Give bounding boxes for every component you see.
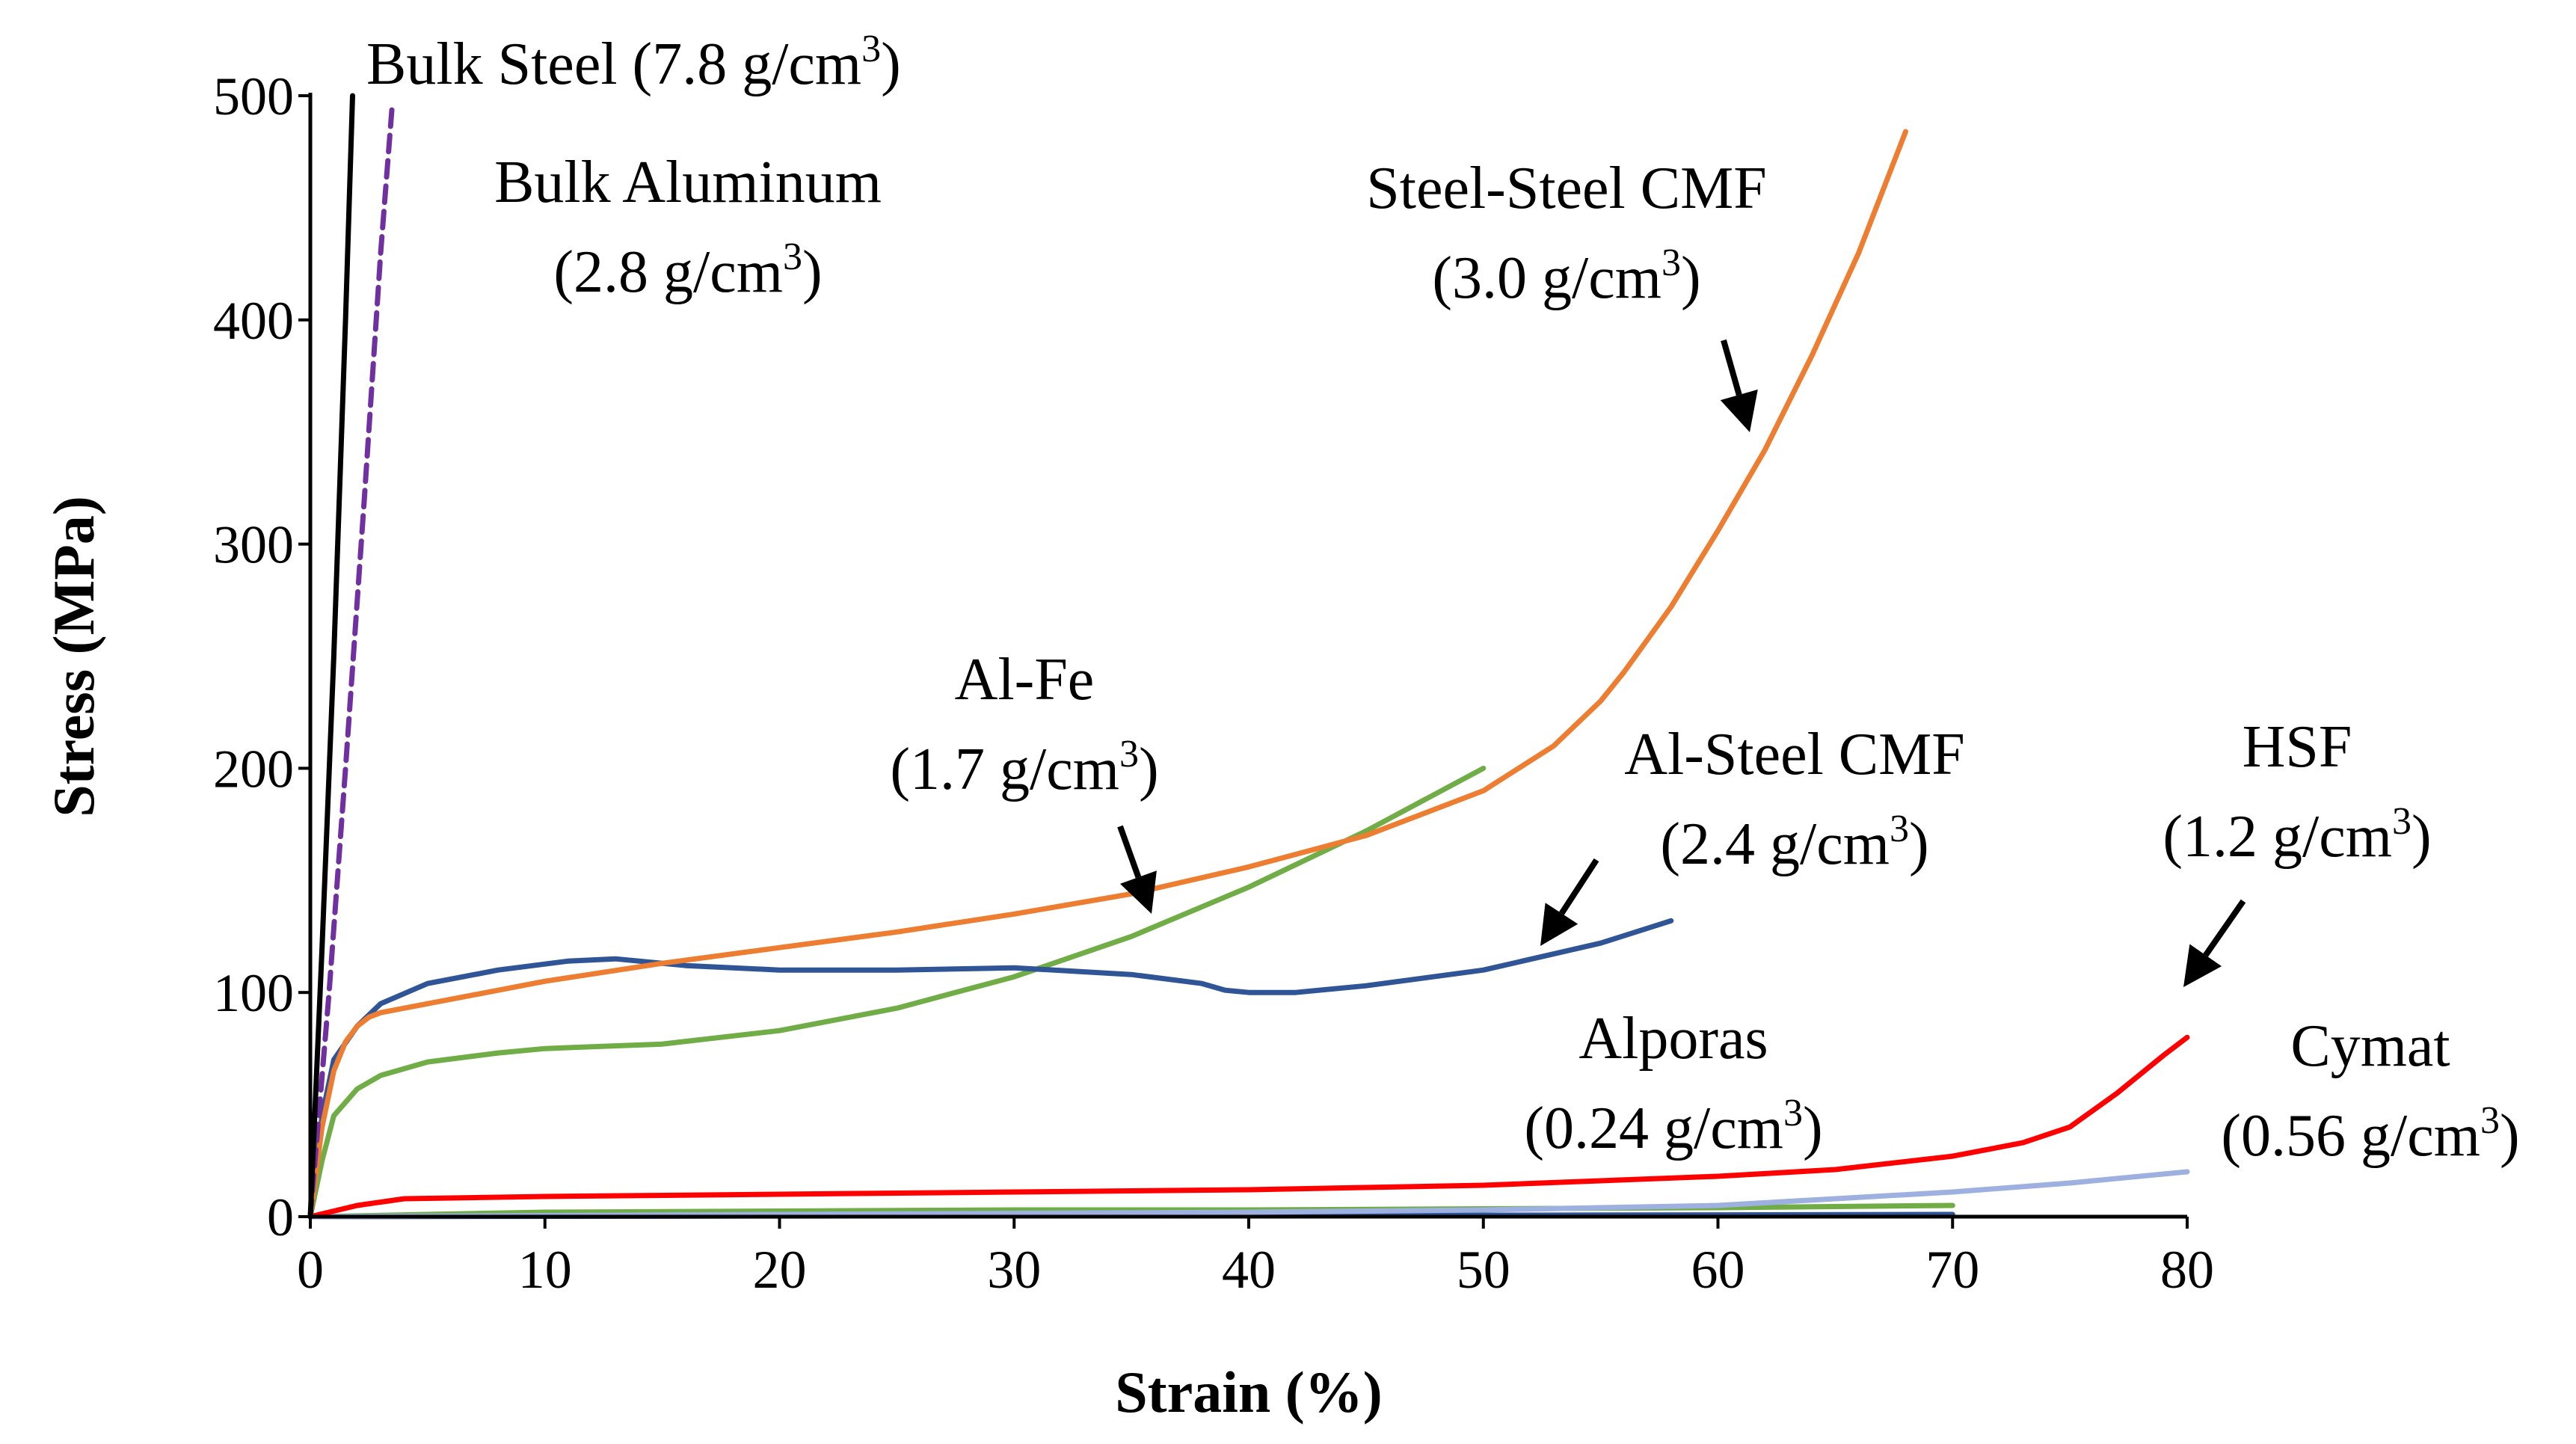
x-tick-label: 70 — [1925, 1240, 1979, 1300]
superscript: 3 — [1783, 1092, 1803, 1134]
series-line-bulk-steel — [307, 93, 355, 1220]
superscript: 3 — [2480, 1099, 2500, 1142]
series-line-al-fe — [307, 765, 1487, 1220]
annotation-alporas-density: (0.24 g/cm3) — [1524, 1092, 1822, 1161]
superscript: 3 — [2392, 800, 2411, 843]
annotation-alporas-name: Alporas — [1579, 1006, 1768, 1072]
superscript: 3 — [1119, 733, 1139, 775]
annotation-al-steel-density: (2.4 g/cm3) — [1660, 808, 1928, 877]
y-tick-label: 300 — [213, 515, 294, 575]
annotation-steel-steel-density: (3.0 g/cm3) — [1432, 242, 1700, 311]
arrow-steel-steel — [1720, 339, 1758, 432]
x-tick-label: 60 — [1691, 1240, 1745, 1300]
annotation-bulk-aluminum-density: (2.8 g/cm3) — [553, 236, 822, 305]
annotation-al-fe-density: (1.7 g/cm3) — [890, 733, 1158, 802]
y-tick-label: 0 — [267, 1188, 294, 1247]
arrow-al-steel — [1540, 858, 1599, 946]
annotation-bulk-steel: Bulk Steel (7.8 g/cm3) — [366, 28, 901, 97]
x-tick-label: 80 — [2160, 1240, 2214, 1300]
y-axis-title: Stress (MPa) — [41, 496, 106, 817]
superscript: 3 — [783, 236, 802, 278]
superscript: 3 — [861, 28, 881, 70]
superscript: 3 — [1662, 242, 1681, 284]
x-tick-label: 40 — [1222, 1240, 1276, 1300]
annotation-al-fe-name: Al-Fe — [955, 647, 1095, 713]
y-tick-label: 400 — [213, 291, 294, 351]
x-tick-label: 10 — [518, 1240, 572, 1300]
annotation-cymat-name: Cymat — [2290, 1013, 2450, 1079]
series-line-steel-steel-cmf — [307, 129, 1908, 1220]
series-line-hsf — [307, 1034, 2190, 1220]
y-tick-label: 200 — [213, 739, 294, 799]
annotation-cymat-density: (0.56 g/cm3) — [2221, 1099, 2519, 1169]
annotation-hsf-name: HSF — [2243, 714, 2352, 780]
arrow-al-fe — [1117, 825, 1157, 914]
x-tick-label: 30 — [987, 1240, 1041, 1300]
x-tick-label: 50 — [1457, 1240, 1510, 1300]
superscript: 3 — [1890, 808, 1909, 850]
axes-layer: 0 100 200 300 400 500 0 10 20 30 40 50 60 70 80 Strain … — [41, 67, 2214, 1425]
annotation-bulk-aluminum-name: Bulk Aluminum — [494, 150, 882, 215]
series-line-bulk-aluminum — [307, 99, 396, 1220]
x-tick-label: 20 — [753, 1240, 807, 1300]
annotation-steel-steel-name: Steel-Steel CMF — [1366, 156, 1767, 221]
annotation-hsf-density: (1.2 g/cm3) — [2162, 800, 2431, 870]
y-tick-label: 100 — [213, 963, 294, 1023]
arrow-hsf — [2183, 899, 2246, 987]
annotation-layer: Bulk Steel (7.8 g/cm3) Bulk Aluminum (2.8 … — [366, 28, 2520, 1169]
x-tick-label: 0 — [297, 1240, 324, 1300]
y-tick-label: 500 — [213, 67, 294, 126]
series-line-al-steel-cmf — [307, 918, 1674, 1220]
annotation-al-steel-name: Al-Steel CMF — [1624, 722, 1965, 787]
x-axis-title: Strain (%) — [1115, 1359, 1382, 1425]
